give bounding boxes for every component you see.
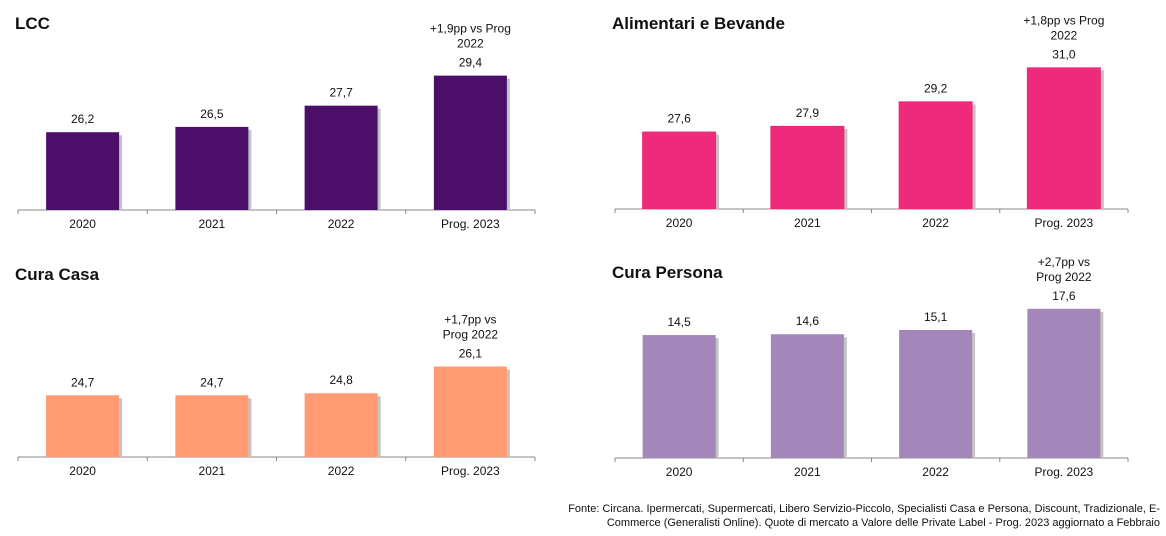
data-label: 31,0 [1052,47,1076,61]
annotation-text: 2022 [457,37,484,51]
source-line-1: Fonte: Circana. Ipermercati, Supermercat… [568,503,1160,515]
bar [642,335,716,458]
bar [304,105,378,210]
chart-panel-cura-casa: Cura Casa 24,7 2020 24,7 2021 24,8 2022 26,1 Pr… [0,250,560,500]
data-label: 15,1 [924,310,948,324]
data-label: 27,6 [667,112,691,126]
bar [46,395,120,457]
bar [899,329,973,458]
annotation-text: 2022 [1051,28,1078,42]
bar [1027,308,1101,458]
x-tick-label: 2022 [328,464,355,478]
annotation-text: Prog 2022 [443,328,499,342]
data-label: 27,7 [329,86,353,100]
chart-svg: 26,2 2020 26,5 2021 27,7 2022 29,4 Prog. 2023 +1… [17,22,536,231]
chart-svg: 27,6 2020 27,9 2021 29,2 2022 31,0 Prog. 2023 +1… [614,13,1129,230]
x-tick-label: 2020 [666,465,693,479]
data-label: 24,8 [329,373,353,387]
data-label: 14,6 [796,314,820,328]
x-tick-label: 2020 [69,217,96,231]
chart-panel-cura-persona: Cura Persona 14,5 2020 14,6 2021 15,1 2022 17,… [597,250,1166,500]
bar [770,125,845,209]
data-label: 24,7 [200,375,224,389]
data-label: 14,5 [667,315,691,329]
source-note: Fonte: Circana. Ipermercati, Supermercat… [560,502,1160,530]
chart-title: LCC [15,14,50,33]
x-tick-label: 2022 [922,216,949,230]
bar [433,75,507,210]
annotation-text: +1,7pp vs [444,313,496,327]
data-label: 26,2 [71,112,95,126]
x-tick-label: Prog. 2023 [441,464,500,478]
x-tick-label: 2021 [794,465,821,479]
x-tick-label: Prog. 2023 [1035,216,1094,230]
x-tick-label: 2022 [922,465,949,479]
x-tick-label: Prog. 2023 [1035,465,1094,479]
chart-title: Cura Persona [612,263,723,282]
data-label: 26,5 [200,107,224,121]
bar [433,366,507,457]
bar [770,334,844,458]
data-label: 26,1 [459,347,483,361]
x-tick-label: 2020 [666,216,693,230]
bar [46,132,120,210]
data-label: 29,2 [924,81,948,95]
annotation-text: +2,7pp vs [1038,255,1090,269]
data-label: 17,6 [1052,289,1076,303]
chart-panel-lcc: LCC 26,2 2020 26,5 2021 27,7 2022 29,4 Prog. 20… [0,0,560,250]
chart-panel-alimentari-bevande: Alimentari e Bevande 27,6 2020 27,9 2021 29,… [597,0,1166,250]
chart-title: Alimentari e Bevande [612,14,785,33]
x-tick-label: 2020 [69,464,96,478]
x-tick-label: Prog. 2023 [441,217,500,231]
chart-title: Cura Casa [15,265,100,284]
x-tick-label: 2021 [199,217,226,231]
data-label: 27,9 [796,106,820,120]
bar [175,126,249,210]
bar [898,101,973,209]
annotation-text: +1,8pp vs Prog [1023,13,1104,27]
data-label: 24,7 [71,375,95,389]
annotation-text: +1,9pp vs Prog [430,22,511,36]
annotation-text: Prog 2022 [1036,270,1092,284]
chart-svg: 24,7 2020 24,7 2021 24,8 2022 26,1 Prog. 2023 +1… [17,313,536,478]
bar [175,395,249,457]
source-line-2: Commerce (Generalisti Online). Quote di … [606,517,1160,529]
chart-svg: 14,5 2020 14,6 2021 15,1 2022 17,6 Prog. 2023 +2… [614,255,1129,479]
x-tick-label: 2021 [794,216,821,230]
x-tick-label: 2021 [199,464,226,478]
data-label: 29,4 [459,56,483,70]
bar [304,393,378,457]
bar [642,131,717,209]
x-tick-label: 2022 [328,217,355,231]
bar [1026,67,1101,209]
